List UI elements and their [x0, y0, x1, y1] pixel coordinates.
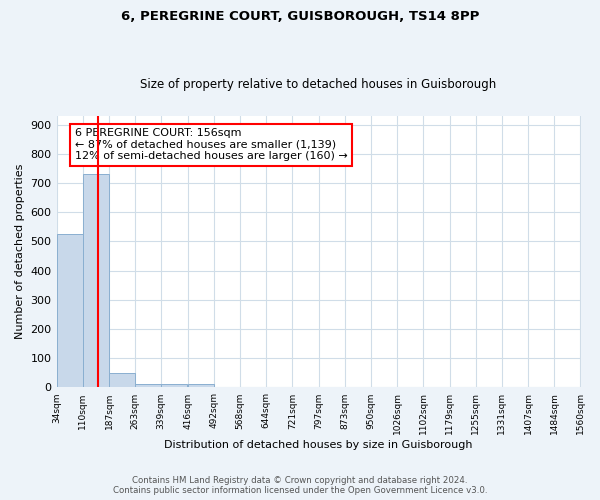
Title: Size of property relative to detached houses in Guisborough: Size of property relative to detached ho…	[140, 78, 497, 91]
Bar	[56, 234, 83, 388]
Bar	[161, 384, 187, 388]
Text: 6, PEREGRINE COURT, GUISBOROUGH, TS14 8PP: 6, PEREGRINE COURT, GUISBOROUGH, TS14 8P…	[121, 10, 479, 23]
Text: Contains HM Land Registry data © Crown copyright and database right 2024.
Contai: Contains HM Land Registry data © Crown c…	[113, 476, 487, 495]
Y-axis label: Number of detached properties: Number of detached properties	[15, 164, 25, 340]
X-axis label: Distribution of detached houses by size in Guisborough: Distribution of detached houses by size …	[164, 440, 473, 450]
Bar	[83, 174, 109, 388]
Bar	[135, 384, 161, 388]
Bar	[109, 374, 135, 388]
Bar	[188, 384, 214, 388]
Text: 6 PEREGRINE COURT: 156sqm
← 87% of detached houses are smaller (1,139)
12% of se: 6 PEREGRINE COURT: 156sqm ← 87% of detac…	[75, 128, 347, 161]
